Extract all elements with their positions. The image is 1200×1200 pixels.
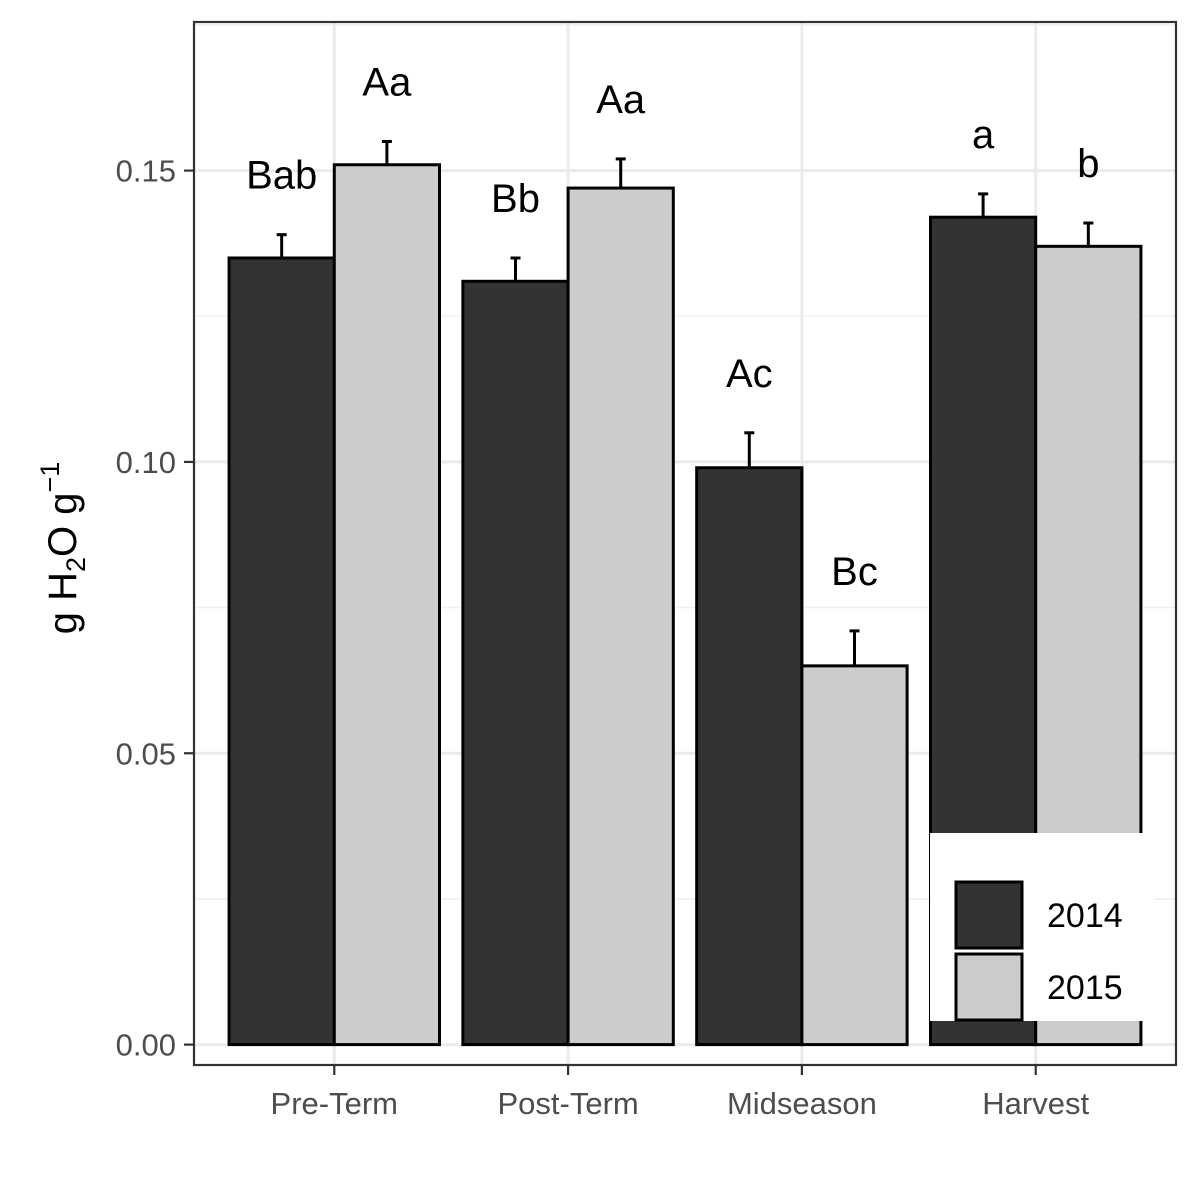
legend-label-2014: 2014 [1047, 897, 1123, 935]
legend-key-2015 [954, 952, 1024, 1022]
y-tick-label: 0.10 [116, 445, 176, 480]
y-tick-label: 0.05 [116, 736, 176, 771]
x-tick-label: Harvest [982, 1086, 1089, 1121]
x-tick-label: Post-Term [497, 1086, 638, 1121]
significance-label: Aa [362, 60, 412, 104]
axes: 0.00 0.05 0.10 0.15 Pre-Term Post-Term Midseas… [116, 154, 1090, 1121]
legend-label-2015: 2015 [1047, 969, 1123, 1007]
significance-letters: Bab Bb Ac a Aa Aa Bc b [246, 60, 1099, 593]
y-axis-label: g H2O g−1 [35, 462, 91, 635]
plot-panel-border [192, 20, 1178, 1067]
significance-label: Bab [246, 154, 317, 198]
bar-2014-pre-term [227, 256, 336, 1047]
bar-2015-midseason [800, 664, 909, 1047]
significance-label: Aa [596, 78, 646, 122]
bar-2015-post-term [566, 186, 675, 1047]
x-tick-label: Midseason [727, 1086, 877, 1121]
legend-key-2014 [954, 880, 1024, 950]
y-tick-label: 0.00 [116, 1028, 176, 1063]
significance-label: Bc [831, 550, 878, 594]
bar-2014-post-term [461, 279, 570, 1047]
y-tick-label: 0.15 [116, 154, 176, 189]
significance-label: a [972, 113, 995, 157]
significance-label: b [1077, 142, 1099, 186]
bar-2014-midseason [695, 466, 804, 1047]
bar-2015-pre-term [332, 163, 441, 1047]
significance-label: Bb [491, 177, 540, 221]
x-tick-label: Pre-Term [271, 1086, 398, 1121]
significance-label: Ac [726, 352, 773, 396]
legend: 2014 2015 [930, 833, 1154, 1022]
